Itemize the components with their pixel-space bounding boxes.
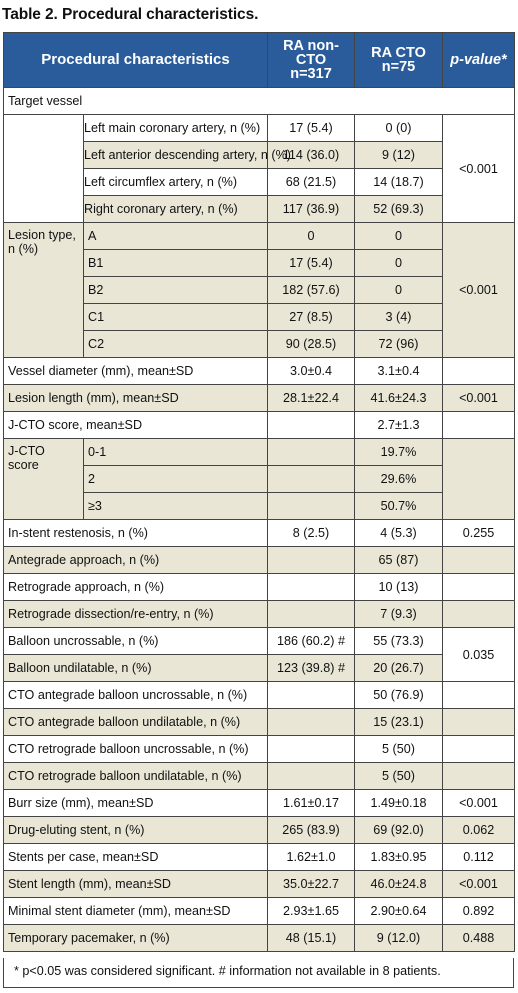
row-label: CTO antegrade balloon uncrossable, n (%) (3, 681, 268, 709)
row-label: Drug-eluting stent, n (%) (3, 816, 268, 844)
lesion-type-p: <0.001 (442, 222, 515, 358)
row-label: CTO retrograde balloon uncrossable, n (%… (3, 735, 268, 763)
row-label: Right coronary artery, n (%) (83, 195, 268, 223)
footnote: * p<0.05 was considered significant. # i… (3, 958, 514, 988)
row-label: Stents per case, mean±SD (3, 843, 268, 871)
row-label: Balloon undilatable, n (%) (3, 654, 268, 682)
jcto-score-label: J-CTO score (3, 438, 84, 520)
row-label: CTO antegrade balloon undilatable, n (%) (3, 708, 268, 736)
row-label: Balloon uncrossable, n (%) (3, 627, 268, 655)
procedural-table: Procedural characteristics RA non-CTO n=3… (3, 32, 515, 952)
header-p-value: p-value* (442, 32, 515, 88)
row-label: J-CTO score, mean±SD (3, 411, 268, 439)
row-label: In-stent restenosis, n (%) (3, 519, 268, 547)
balloon-p: 0.035 (442, 627, 515, 682)
target-vessel-p: <0.001 (442, 114, 515, 223)
row-label: Minimal stent diameter (mm), mean±SD (3, 897, 268, 925)
lesion-type-label: Lesion type, n (%) (3, 222, 84, 358)
target-vessel-label: Target vessel (3, 87, 515, 115)
row-label: Retrograde approach, n (%) (3, 573, 268, 601)
row-label: Antegrade approach, n (%) (3, 546, 268, 574)
row-label: Left main coronary artery, n (%) (83, 114, 268, 142)
header-ra-cto: RA CTO n=75 (354, 32, 443, 88)
row-label: Left anterior descending artery, n (%) (83, 141, 291, 169)
row-label: Burr size (mm), mean±SD (3, 789, 268, 817)
row-label: Lesion length (mm), mean±SD (3, 384, 268, 412)
row-label: Stent length (mm), mean±SD (3, 870, 268, 898)
row-label: CTO retrograde balloon undilatable, n (%… (3, 762, 268, 790)
table-title: Table 2. Procedural characteristics. (2, 6, 259, 23)
row-label: Temporary pacemaker, n (%) (3, 924, 268, 952)
row-label: Retrograde dissection/re-entry, n (%) (3, 600, 268, 628)
header-characteristics: Procedural characteristics (3, 32, 268, 88)
row-label: Left circumflex artery, n (%) (83, 168, 268, 196)
header-ra-non-cto: RA non-CTO n=317 (267, 32, 355, 88)
row-label: Vessel diameter (mm), mean±SD (3, 357, 268, 385)
